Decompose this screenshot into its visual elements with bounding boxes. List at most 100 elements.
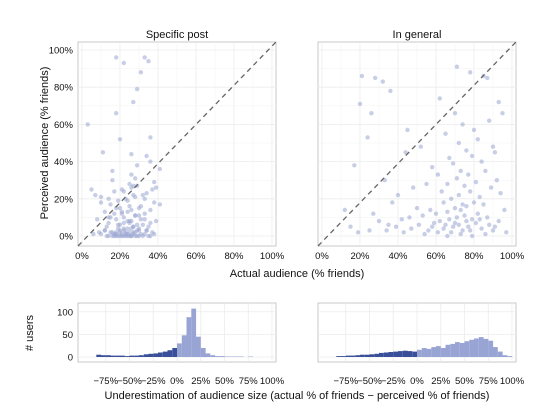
- x-tick-label: −75%: [93, 376, 118, 387]
- x-tick-label: 0%: [75, 251, 89, 262]
- x-tick-label: 25%: [191, 376, 211, 387]
- scatter-point: [157, 202, 163, 207]
- scatter-point: [418, 144, 423, 149]
- scatter-point: [133, 194, 138, 200]
- histogram-bar: [459, 343, 465, 357]
- histogram-bar: [412, 351, 418, 357]
- histogram-bar: [374, 353, 380, 357]
- scatter-point: [424, 181, 429, 187]
- scatter-point: [129, 233, 134, 239]
- histogram-bar: [153, 353, 159, 357]
- scatter-point: [104, 224, 109, 229]
- scatter-point: [456, 140, 461, 146]
- histogram-bar: [181, 335, 187, 357]
- scatter-point: [393, 224, 399, 229]
- histogram-bar: [162, 351, 168, 357]
- scatter-point: [454, 215, 460, 220]
- scatter-point: [452, 111, 458, 116]
- scatter-point: [89, 187, 94, 192]
- scatter-point: [426, 228, 431, 233]
- scatter-point: [127, 218, 132, 224]
- scatter-point: [352, 163, 357, 168]
- histogram-bar: [445, 344, 451, 357]
- histogram-bar: [96, 354, 102, 357]
- x-tick-label: 100%: [500, 376, 525, 387]
- histogram-bar: [210, 355, 216, 357]
- histogram-bar: [148, 353, 154, 357]
- scatter-point: [475, 211, 480, 216]
- scatter-point: [110, 178, 115, 183]
- scatter-point: [131, 230, 136, 235]
- scatter-point: [479, 159, 484, 164]
- histogram-panel-specific-post: −75% −50% −25% 0% 25% 50% 75% 100% 0 50 100: [57, 302, 285, 387]
- histogram-bar: [139, 355, 144, 357]
- scatter-point: [473, 220, 479, 226]
- scatter-point: [134, 86, 140, 92]
- histogram-bar: [369, 354, 375, 357]
- histogram-bar: [426, 348, 432, 357]
- histogram-bar: [101, 355, 106, 357]
- scatter-point: [422, 231, 427, 237]
- x-tick-label: 40%: [388, 251, 408, 262]
- scatter-point: [452, 220, 458, 226]
- histogram-bar: [431, 347, 437, 357]
- scatter-point: [142, 217, 147, 222]
- scatter-point: [388, 88, 393, 94]
- scatter-point: [119, 211, 125, 216]
- scatter-point: [138, 70, 144, 75]
- histogram-bar: [364, 354, 370, 357]
- scatter-point: [430, 165, 435, 170]
- panel-title-specific-post: Specific post: [146, 29, 208, 41]
- scatter-point: [121, 60, 127, 66]
- scatter-point: [367, 228, 372, 233]
- scatter-point: [119, 187, 125, 192]
- histogram-bar: [379, 352, 384, 357]
- x-tick-label: 75%: [239, 376, 259, 387]
- scatter-point: [376, 218, 382, 224]
- scatter-point: [500, 111, 505, 116]
- histogram-bar: [469, 339, 475, 357]
- scatter-point: [134, 163, 140, 168]
- scatter-point: [466, 172, 471, 177]
- scatter-point: [146, 59, 151, 64]
- histogram-bar: [483, 338, 489, 357]
- scatter-point: [131, 99, 136, 105]
- x-tick-label: 40%: [148, 251, 168, 262]
- scatter-point: [449, 230, 454, 235]
- scatter-point: [443, 131, 448, 136]
- x-axis-label-underestimation: Underestimation of audience size (actual…: [105, 390, 490, 402]
- scatter-point: [91, 231, 96, 237]
- scatter-point: [384, 228, 389, 233]
- x-tick-label: 80%: [464, 251, 484, 262]
- scatter-point: [127, 181, 132, 187]
- scatter-point: [496, 218, 501, 224]
- scatter-point: [106, 196, 111, 201]
- x-tick-label: 80%: [224, 251, 244, 262]
- histogram-bar: [248, 356, 254, 357]
- scatter-point: [140, 222, 145, 227]
- histogram-bar: [229, 356, 235, 357]
- histogram-bar: [407, 351, 413, 357]
- histogram-bar: [360, 354, 365, 357]
- scatter-point: [403, 150, 408, 155]
- scatter-point: [129, 172, 134, 177]
- scatter-point: [477, 194, 482, 200]
- x-tick-label: −75%: [333, 376, 358, 387]
- y-tick-label: 50: [62, 330, 73, 341]
- scatter-point: [433, 211, 439, 216]
- scatter-point: [369, 111, 374, 116]
- scatter-point: [114, 231, 119, 237]
- scatter-point: [136, 226, 142, 231]
- scatter-point: [121, 220, 127, 226]
- scatter-point: [112, 211, 117, 216]
- scatter-point: [121, 215, 127, 220]
- scatter-point: [435, 230, 441, 235]
- scatter-point: [129, 185, 134, 190]
- histogram-bar: [388, 352, 394, 357]
- scatter-point: [100, 150, 106, 155]
- histogram-bar: [497, 351, 503, 357]
- y-tick-label: 80%: [54, 83, 74, 94]
- scatter-point: [450, 224, 456, 229]
- histogram-bar: [177, 343, 182, 357]
- scatter-point: [458, 231, 463, 237]
